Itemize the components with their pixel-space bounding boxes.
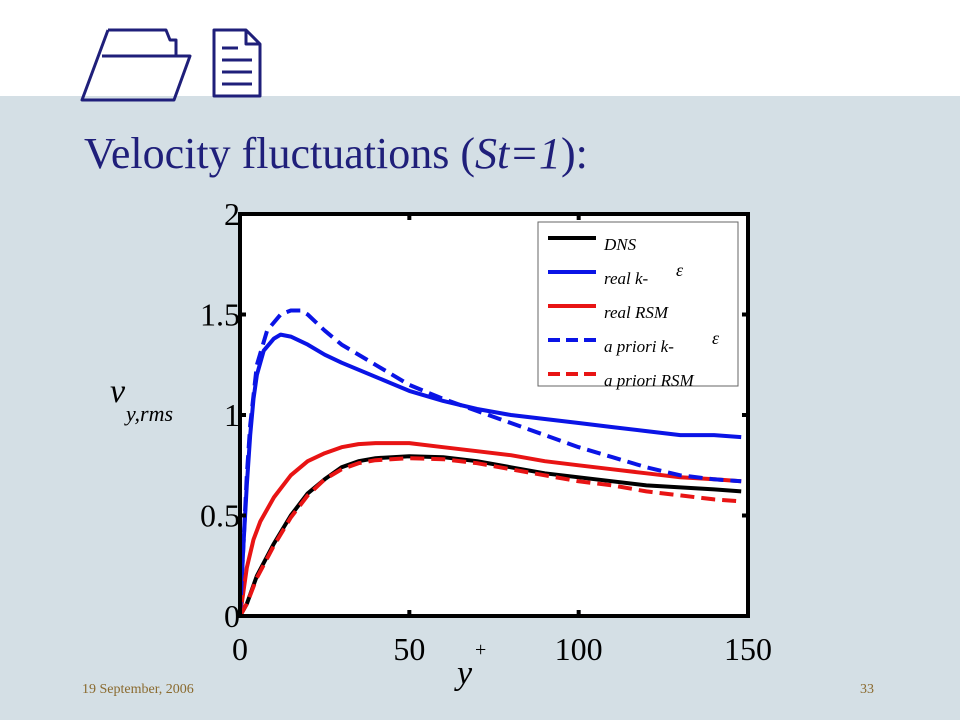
title-italic-text: St=1 (475, 129, 561, 178)
slide-title: Velocity fluctuations (St=1): (84, 128, 588, 179)
y-axis-label-subscript: y,rms (124, 401, 173, 426)
x-tick-label: 100 (555, 631, 603, 667)
x-tick-label: 50 (393, 631, 425, 667)
legend-label-1: DNS (603, 235, 637, 254)
x-tick-label: 150 (724, 631, 772, 667)
y-tick-label: 1 (224, 397, 240, 433)
series-line-3 (238, 441, 742, 617)
legend-symbol-2: ε (676, 260, 684, 280)
legend-label-3: real RSM (604, 303, 669, 322)
series-line-4 (238, 308, 742, 617)
title-text: Velocity fluctuations ( (84, 129, 476, 178)
legend-symbol-4: ε (712, 328, 720, 348)
series-line-5 (238, 456, 742, 617)
y-tick-label: 0 (224, 598, 240, 634)
y-tick-label: 2 (224, 196, 240, 232)
y-tick-label: 1.5 (200, 297, 240, 333)
footer-date: 19 September, 2006 (82, 682, 194, 697)
x-axis-label: y (454, 655, 473, 692)
title-end-text: ): (560, 129, 588, 178)
folder-document-logo-icon (80, 28, 262, 102)
header-band (0, 0, 960, 96)
y-axis-label: v (110, 373, 126, 410)
legend-label-5: a priori RSM (604, 371, 695, 390)
legend-label-2: real k- (604, 269, 649, 288)
x-tick-label: 0 (232, 631, 248, 667)
legend-label-4: a priori k- (604, 337, 674, 356)
y-tick-label: 0.5 (200, 498, 240, 534)
x-axis-label-superscript: + (475, 639, 486, 661)
page-number: 33 (860, 682, 874, 697)
